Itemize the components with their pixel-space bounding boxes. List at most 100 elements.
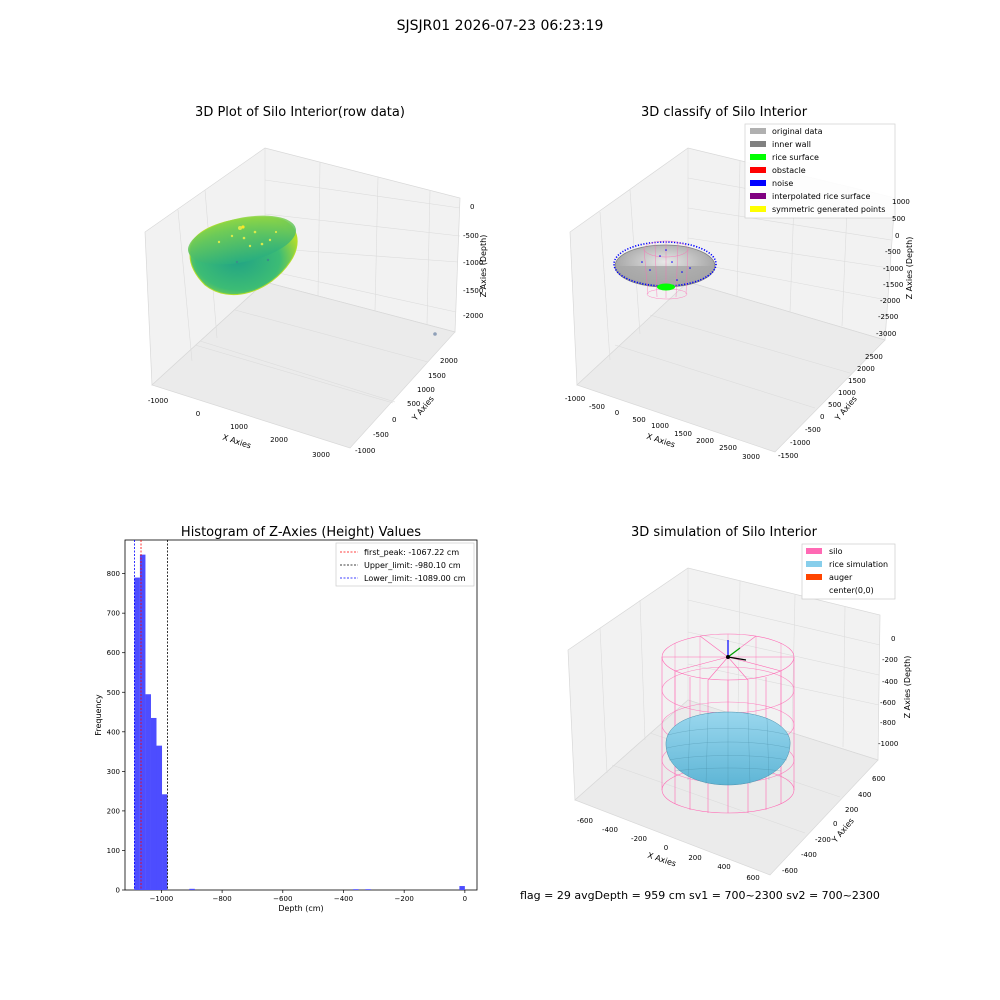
- svg-text:2500: 2500: [865, 353, 883, 361]
- svg-text:1500: 1500: [848, 377, 866, 385]
- legend-swatch-rice-sim: [806, 561, 822, 567]
- legend-swatch-interp: [750, 193, 766, 199]
- svg-text:0: 0: [820, 413, 824, 421]
- svg-text:2000: 2000: [696, 437, 714, 445]
- raw-bowl-rim: [188, 215, 296, 265]
- hist-bars: [134, 554, 465, 890]
- hist-bar-7: [353, 889, 359, 890]
- legend-swatch-wall: [750, 141, 766, 147]
- legend-silo: silo: [829, 547, 843, 556]
- hist-ytick-6: 600: [107, 649, 120, 657]
- svg-text:-500: -500: [805, 426, 821, 434]
- hist-ytick-4: 400: [107, 728, 120, 736]
- sim-y-ticks: -600 -400 -200 0 200 400 600: [782, 775, 885, 875]
- classify-bowl-lower: [615, 266, 715, 286]
- svg-text:0: 0: [196, 410, 200, 418]
- hist-title: Histogram of Z-Axies (Height) Values: [181, 525, 421, 540]
- svg-text:200: 200: [688, 854, 701, 862]
- classify-x-label: X Axies: [645, 432, 676, 450]
- svg-text:-600: -600: [577, 817, 593, 825]
- legend-swatch-original: [750, 128, 766, 134]
- hist-ytick-5: 500: [107, 689, 120, 697]
- classify-noise-scatter: [641, 249, 691, 281]
- svg-text:-1000: -1000: [565, 395, 585, 403]
- svg-text:1000: 1000: [892, 198, 910, 206]
- pane-floor: [151, 281, 456, 449]
- legend-rice-sim: rice simulation: [829, 560, 888, 569]
- hist-ytick-2: 200: [107, 807, 120, 815]
- hist-vlines: [134, 540, 168, 890]
- svg-text:1500: 1500: [428, 372, 446, 380]
- legend-symmetric: symmetric generated points: [772, 205, 885, 214]
- svg-text:-1500: -1500: [463, 287, 483, 295]
- legend-first-peak: first_peak: -1067.22 cm: [364, 548, 459, 557]
- sim-x-label: X Axies: [646, 851, 677, 869]
- svg-text:0: 0: [891, 635, 895, 643]
- raw-y-label: Y Axies: [410, 394, 436, 423]
- legend-rice-surface: rice surface: [772, 153, 819, 162]
- svg-text:-2500: -2500: [878, 313, 898, 321]
- legend-inner-wall: inner wall: [772, 140, 811, 149]
- hist-legend: first_peak: -1067.22 cm Upper_limit: -98…: [335, 542, 475, 587]
- hist-bar-5: [162, 794, 168, 890]
- svg-text:-1000: -1000: [148, 397, 168, 405]
- svg-text:-400: -400: [882, 678, 898, 686]
- panel-raw-title: 3D Plot of Silo Interior(row data): [195, 105, 405, 120]
- hist-xtick-3: −400: [334, 895, 353, 903]
- legend-auger: auger: [829, 573, 853, 582]
- hist-bar-3: [150, 717, 157, 890]
- hist-bar-4: [156, 745, 163, 890]
- hist-bar-1: [139, 554, 146, 890]
- panel-classify-3d: 3D classify of Silo Interior: [565, 105, 914, 461]
- raw-x-label: X Axies: [221, 433, 252, 451]
- svg-text:-500: -500: [589, 403, 605, 411]
- svg-text:2000: 2000: [857, 365, 875, 373]
- svg-text:500: 500: [828, 401, 841, 409]
- panel-histogram: Histogram of Z-Axies (Height) Values −10…: [94, 525, 478, 913]
- sim-z-label: Z Axies (Depth): [903, 656, 912, 719]
- hist-y-label: Frequency: [94, 694, 103, 736]
- svg-text:1000: 1000: [651, 422, 669, 430]
- svg-text:400: 400: [717, 863, 730, 871]
- hist-xtick-1: −800: [212, 895, 231, 903]
- legend-swatch-auger: [806, 574, 822, 580]
- svg-text:-600: -600: [782, 867, 798, 875]
- svg-text:-400: -400: [602, 826, 618, 834]
- hist-bar-8: [365, 889, 371, 890]
- svg-text:-1000: -1000: [878, 740, 898, 748]
- legend-obstacle: obstacle: [772, 166, 806, 175]
- grid-raw: [177, 148, 461, 404]
- legend-swatch-silo: [806, 548, 822, 554]
- svg-text:0: 0: [664, 844, 668, 852]
- svg-text:-400: -400: [801, 851, 817, 859]
- legend-swatch-symmetric: [750, 206, 766, 212]
- hist-xtick-5: 0: [463, 895, 467, 903]
- legend-noise: noise: [772, 179, 793, 188]
- legend-upper-limit: Upper_limit: -980.10 cm: [364, 561, 461, 570]
- svg-text:1000: 1000: [417, 386, 435, 394]
- svg-text:-1000: -1000: [355, 447, 375, 455]
- legend-original: original data: [772, 127, 823, 136]
- pane-floor: [576, 281, 886, 453]
- svg-text:0: 0: [470, 203, 474, 211]
- svg-text:-600: -600: [880, 699, 896, 707]
- svg-text:-800: -800: [880, 719, 896, 727]
- classify-y-ticks: -1500 -1000 -500 0 500 1000 1500 2000 25…: [778, 353, 883, 460]
- rice-mesh: [666, 712, 790, 785]
- svg-text:-1500: -1500: [883, 281, 903, 289]
- legend-center: center(0,0): [829, 586, 874, 595]
- classify-inner-pink: [643, 240, 689, 300]
- legend-interpolated: interpolated rice surface: [772, 192, 870, 201]
- hist-xtick-2: −600: [273, 895, 292, 903]
- svg-text:0: 0: [392, 416, 396, 424]
- svg-text:-500: -500: [885, 248, 901, 256]
- svg-text:-1000: -1000: [463, 259, 483, 267]
- svg-text:-2000: -2000: [880, 297, 900, 305]
- svg-text:400: 400: [858, 791, 871, 799]
- svg-text:-200: -200: [815, 836, 831, 844]
- sim-z-ticks: 0 -200 -400 -600 -800 -1000: [878, 635, 898, 748]
- svg-text:3000: 3000: [312, 451, 330, 459]
- svg-text:0: 0: [895, 232, 899, 240]
- classify-x-ticks: -1000 -500 0 500 1000 1500 2000 2500 300…: [565, 395, 760, 461]
